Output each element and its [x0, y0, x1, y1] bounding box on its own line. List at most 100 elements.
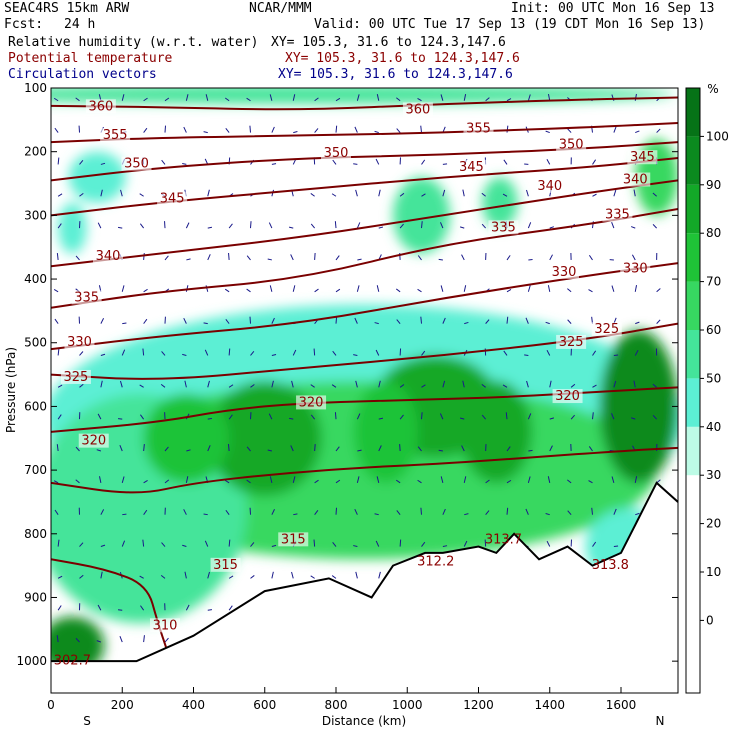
circulation-vector	[53, 289, 59, 293]
circulation-vector	[354, 126, 358, 133]
circulation-vector	[53, 97, 59, 102]
circulation-vector	[375, 349, 380, 356]
circulation-vector	[592, 159, 597, 165]
theta-label-355: 355	[103, 128, 128, 143]
y-tick-label: 400	[24, 272, 47, 286]
circulation-vector	[182, 162, 187, 165]
rh-region-5	[599, 330, 678, 483]
circulation-vector	[570, 414, 575, 420]
circulation-vector	[75, 446, 80, 452]
circulation-vector	[442, 317, 446, 324]
circulation-vector	[464, 321, 469, 325]
circulation-vector	[399, 539, 402, 547]
circulation-vector	[417, 479, 422, 484]
circulation-vector	[417, 255, 422, 261]
theta-label-bg	[296, 395, 327, 410]
colorbar-swatch	[686, 330, 700, 379]
colorbar-swatch	[686, 88, 700, 137]
circulation-vector	[288, 417, 294, 420]
circulation-vector	[122, 513, 127, 516]
colorbar-tick-label: 40	[706, 420, 721, 434]
rh-region-13	[482, 177, 518, 229]
circulation-vector	[376, 94, 380, 101]
circulation-vector	[57, 605, 62, 611]
circulation-vector	[293, 513, 298, 516]
circulation-vector	[378, 445, 382, 452]
theta-label-315: 315	[213, 558, 238, 573]
theta-label-bg	[556, 334, 587, 349]
circulation-vector	[335, 507, 338, 515]
circulation-vector	[143, 635, 145, 643]
circulation-vector	[56, 444, 59, 452]
circulation-vector	[185, 222, 190, 229]
circulation-vector	[57, 539, 60, 547]
circulation-vector	[100, 571, 103, 579]
circulation-vector	[100, 189, 103, 197]
circulation-vector	[588, 289, 593, 293]
circulation-vector	[225, 128, 230, 133]
circulation-vector	[356, 476, 360, 483]
circulation-vector	[592, 541, 597, 547]
circulation-vector	[545, 130, 550, 134]
circulation-vector	[100, 544, 106, 548]
plot-frame	[50, 87, 679, 694]
circulation-vector	[290, 254, 294, 261]
theta-label-bg	[456, 159, 487, 174]
x-tick-label: 1200	[463, 698, 494, 712]
circulation-vector	[57, 348, 60, 356]
circulation-vector	[355, 189, 358, 197]
theta-label-325: 325	[64, 370, 89, 385]
circulation-vector	[481, 383, 486, 388]
rh-region-16	[51, 88, 675, 104]
circulation-vector	[354, 317, 358, 324]
theta-label-330: 330	[67, 335, 92, 350]
circulation-vector	[376, 285, 380, 292]
colorbar-tick-label: 20	[706, 517, 721, 531]
circulation-vector	[100, 353, 106, 356]
theta-label-bg	[556, 137, 587, 152]
circulation-vector	[117, 418, 123, 420]
circulation-vector	[57, 193, 63, 197]
circulation-vector	[378, 417, 384, 420]
circulation-vector	[207, 189, 210, 197]
circulation-vector	[292, 285, 296, 292]
theta-label-315: 315	[281, 532, 306, 547]
circulation-vector	[56, 635, 59, 643]
theta-label-350: 350	[324, 146, 349, 161]
circulation-vector	[332, 350, 337, 356]
circulation-vector	[399, 192, 405, 197]
circulation-vector	[310, 223, 316, 229]
circulation-vector	[119, 636, 123, 643]
circulation-vector	[355, 380, 358, 388]
circulation-vector	[506, 255, 511, 261]
circulation-vector	[335, 479, 341, 484]
circulation-vector	[227, 444, 230, 452]
circulation-vector	[395, 479, 401, 484]
circulation-vector	[310, 414, 316, 420]
y-tick-label: 1000	[16, 654, 47, 668]
circulation-vector	[268, 222, 273, 229]
circulation-vector	[100, 162, 106, 165]
circulation-vector	[160, 384, 166, 388]
circulation-vector	[463, 540, 468, 547]
circulation-vector	[249, 125, 251, 133]
y-tick-label: 300	[24, 208, 47, 222]
circulation-vector	[271, 380, 274, 388]
circulation-vector	[376, 476, 380, 483]
theta-label-330: 330	[623, 262, 648, 277]
circulation-vector	[592, 193, 597, 197]
circulation-vector	[183, 317, 187, 324]
circulation-vector	[250, 542, 255, 547]
circulation-vector	[656, 319, 661, 324]
circulation-vector	[633, 189, 636, 197]
x-tick-label: 1600	[606, 698, 637, 712]
theta-line-340	[51, 179, 678, 268]
circulation-vector	[57, 575, 63, 579]
circulation-vector	[525, 317, 529, 324]
circulation-vector	[549, 417, 555, 420]
circulation-vector	[527, 413, 532, 420]
circulation-vector	[250, 384, 255, 388]
circulation-vector	[271, 354, 277, 356]
circulation-vector	[119, 380, 123, 388]
circulation-vector	[121, 540, 126, 547]
